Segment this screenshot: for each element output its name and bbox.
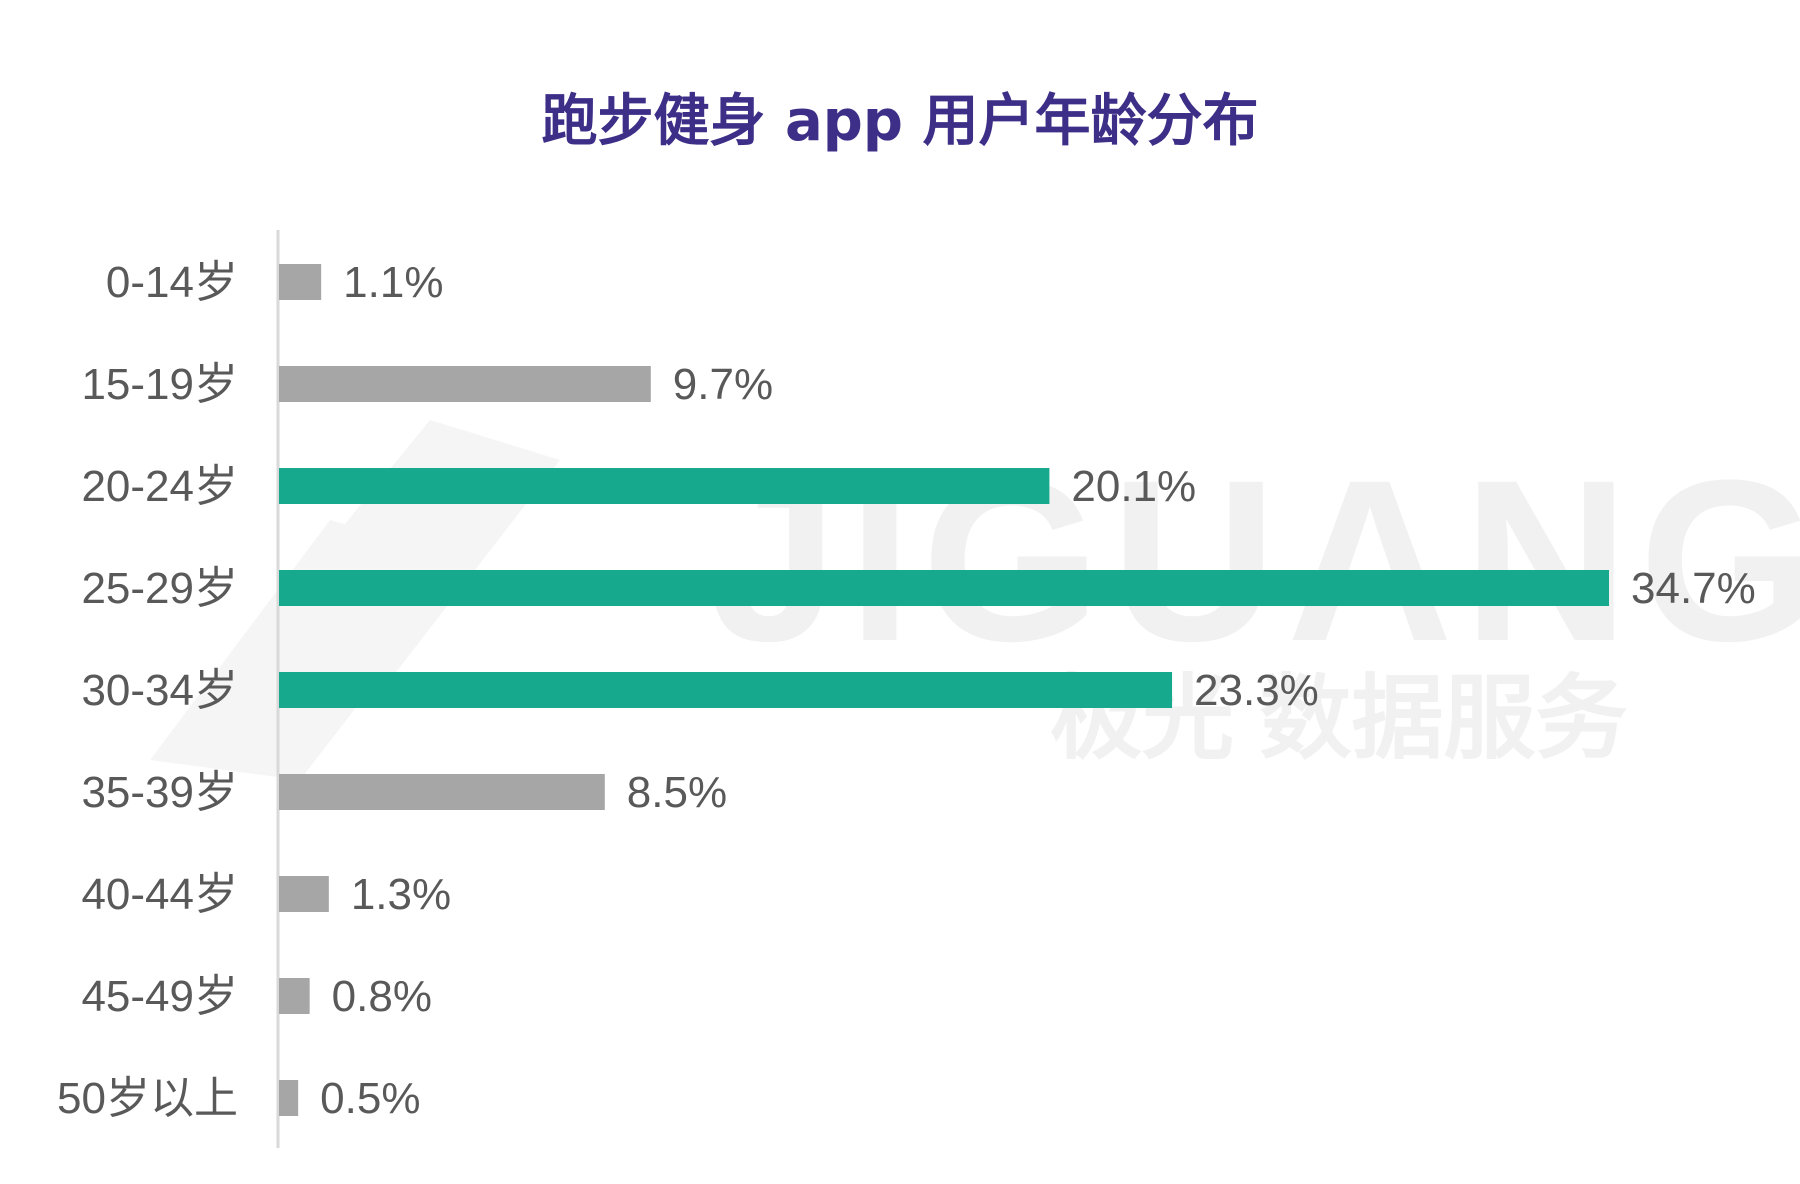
category-label-6: 40-44岁 [81,870,238,919]
bars-group [279,264,1609,1116]
value-label-0: 1.1% [343,258,443,307]
value-label-4: 23.3% [1194,666,1319,715]
value-label-6: 1.3% [351,870,451,919]
category-label-1: 15-19岁 [81,360,238,409]
value-label-2: 20.1% [1071,462,1196,511]
value-label-3: 34.7% [1631,564,1756,613]
bar-4 [279,672,1173,708]
bar-2 [279,468,1050,504]
category-label-8: 50岁以上 [57,1074,238,1123]
bar-3 [279,570,1609,606]
value-labels: 1.1% 9.7% 20.1% 34.7% 23.3% 8.5% 1.3% 0.8% 0.5% [320,258,1756,1123]
bar-1 [279,366,651,402]
category-label-4: 30-34岁 [81,666,238,715]
category-label-3: 25-29岁 [81,564,238,613]
bar-7 [279,978,310,1014]
bar-0 [279,264,322,300]
bar-6 [279,876,329,912]
category-label-2: 20-24岁 [81,462,238,511]
chart-title: 跑步健身 app 用户年龄分布 [542,89,1259,154]
category-label-0: 0-14岁 [106,258,238,307]
value-label-1: 9.7% [673,360,773,409]
bar-8 [279,1080,299,1116]
value-label-8: 0.5% [320,1074,420,1123]
category-labels: 0-14岁 15-19岁 20-24岁 25-29岁 30-34岁 35-39岁 40-44… [57,258,238,1123]
bar-5 [279,774,605,810]
value-label-5: 8.5% [627,768,727,817]
category-label-7: 45-49岁 [81,972,238,1021]
value-label-7: 0.8% [332,972,432,1021]
category-label-5: 35-39岁 [81,768,238,817]
